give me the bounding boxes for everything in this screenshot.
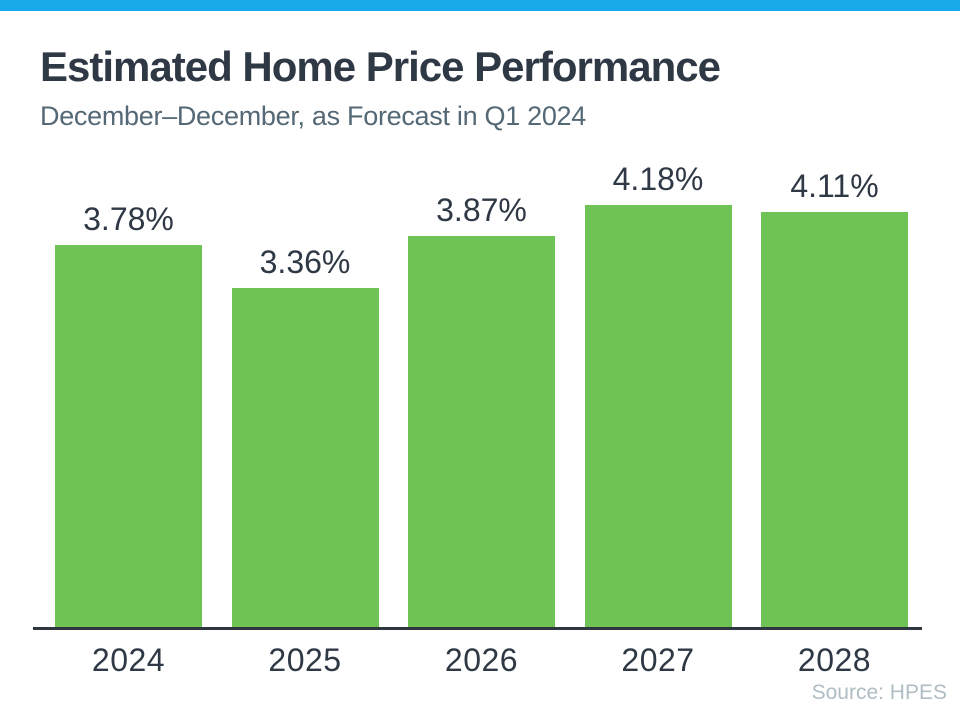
chart-subtitle: December–December, as Forecast in Q1 202… — [40, 100, 586, 131]
x-axis-label: 2024 — [91, 641, 166, 678]
x-axis-labels: 2024 2025 2026 2027 2028 — [33, 641, 922, 678]
x-axis-label: 2028 — [797, 641, 872, 678]
bar-value-label: 3.78% — [83, 200, 174, 237]
bar-column: 4.11% — [761, 167, 908, 627]
bar-value-label: 4.11% — [790, 167, 879, 204]
bar-chart: 3.78% 3.36% 3.87% 4.18% 4.11% 2024 2025 2026 20… — [33, 158, 922, 678]
bar-2025 — [231, 287, 379, 627]
bar-value-label: 4.18% — [612, 160, 704, 197]
source-caption: Source: HPES — [811, 681, 947, 705]
bar-2026 — [408, 235, 555, 627]
bar-column: 3.36% — [231, 243, 379, 627]
bar-column: 4.18% — [584, 160, 732, 627]
bar-value-label: 3.87% — [436, 191, 527, 228]
bar-value-label: 3.36% — [259, 243, 351, 280]
bar-2024 — [55, 244, 202, 627]
bar-column: 3.87% — [408, 191, 555, 627]
plot-area: 3.78% 3.36% 3.87% 4.18% 4.11% — [33, 158, 922, 627]
bar-2027 — [584, 204, 732, 627]
chart-title: Estimated Home Price Performance — [40, 43, 721, 90]
x-axis-label: 2025 — [268, 641, 342, 678]
top-accent-bar — [0, 0, 960, 11]
x-axis-label: 2027 — [621, 641, 695, 678]
bar-2028 — [761, 211, 908, 627]
x-axis-label: 2026 — [444, 641, 519, 678]
x-axis-line — [33, 626, 922, 630]
bar-column: 3.78% — [55, 200, 202, 627]
